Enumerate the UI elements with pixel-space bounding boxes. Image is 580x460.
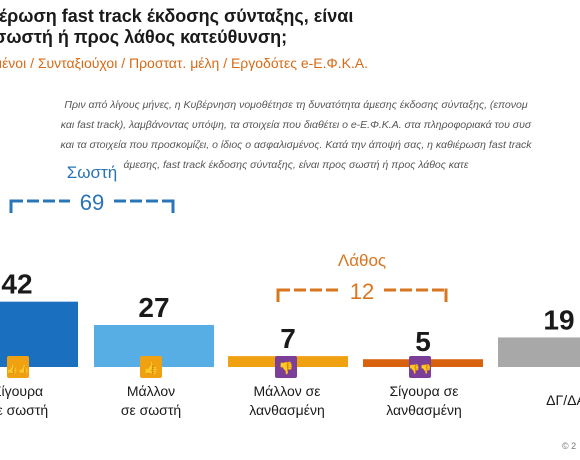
question-line-4: άμεσης, fast track έκδοσης σύνταξης, είν… (123, 159, 469, 171)
copyright-footer: © 2 (562, 441, 577, 451)
value-label-1: 42 (1, 269, 32, 300)
category-label-2-2: σε σωστή (121, 402, 181, 418)
category-label-3-2: λανθασμένη (249, 402, 325, 418)
title-line-2: σωστή ή προς λάθος κατεύθυνση; (0, 27, 288, 47)
thumb-icon-bg-3 (275, 356, 297, 378)
category-label-2-1: Μάλλον (127, 383, 175, 399)
category-label-1-1: Σίγουρα (0, 383, 43, 399)
group-label-2: Λάθος (338, 251, 386, 270)
title-line-1: ιέρωση fast track έκδοσης σύνταξης, είνα… (0, 6, 354, 26)
value-label-4: 5 (415, 326, 431, 357)
question-line-2: και fast track), λαμβάνοντας υπόψη, τα σ… (60, 119, 532, 131)
group-total-1: 69 (80, 190, 104, 215)
category-label-5-1: ΔΓ/ΔΑ (546, 392, 580, 408)
category-label-1-2: σε σωστή (0, 402, 48, 418)
thumbs-down-icon: 👎 (279, 361, 294, 375)
chart-title: ιέρωση fast track έκδοσης σύνταξης, είνα… (0, 6, 580, 48)
thumb-icon-bg-2 (140, 356, 162, 378)
bar-5 (498, 337, 580, 367)
category-label-4-1: Σίγουρα σε (389, 383, 458, 399)
chart-subtitle: μένοι / Συνταξιούχοι / Προστατ. μέλη / Ε… (0, 55, 369, 71)
value-label-3: 7 (280, 323, 296, 354)
thumb-icon-bg-1 (7, 356, 29, 378)
double-thumbs-up-icon: 👍👍 (7, 363, 29, 375)
thumbs-up-icon: 👍 (144, 361, 159, 375)
value-label-2: 27 (138, 292, 169, 323)
group-total-2: 12 (350, 279, 374, 304)
category-label-4-2: λανθασμένη (386, 402, 462, 418)
double-thumbs-down-icon: 👎👎 (409, 364, 431, 375)
survey-question: Πριν από λίγους μήνες, η Κυβέρνηση νομοθ… (0, 95, 580, 175)
thumb-icon-bg-4 (409, 356, 431, 378)
category-label-3-1: Μάλλον σε (253, 383, 320, 399)
group-label-1: Σωστή (67, 163, 117, 182)
question-line-3: και τα στοιχεία που προσκομίζει, ο ίδιος… (60, 139, 532, 151)
value-label-5: 19 (543, 304, 574, 335)
question-line-1: Πριν από λίγους μήνες, η Κυβέρνηση νομοθ… (64, 99, 528, 111)
